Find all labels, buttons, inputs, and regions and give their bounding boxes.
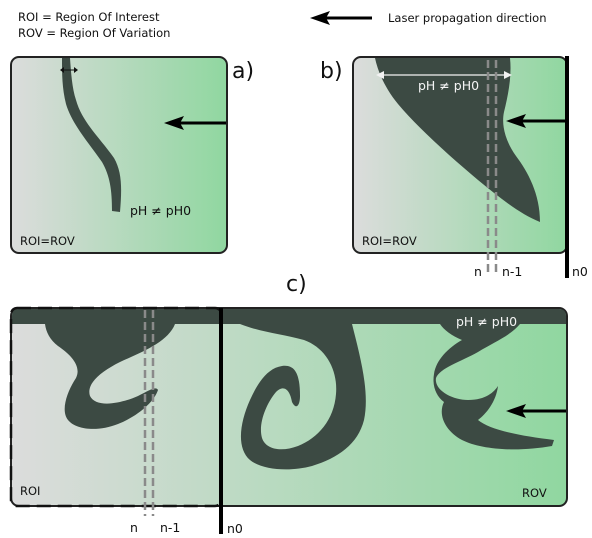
roi-definition: ROI = Region Of Interest	[18, 10, 160, 24]
panel-a-laser-arrow-icon	[164, 116, 226, 130]
panel-c-rov-label: ROV	[522, 486, 547, 500]
panel-c-roi-label: ROI	[20, 484, 40, 498]
panel-b-n-minus-label: n-1	[502, 264, 522, 279]
panel-b-n0-label: n0	[572, 264, 588, 279]
panel-c-n0-label: n0	[227, 521, 243, 536]
panel-a-tag: a)	[232, 59, 254, 84]
laser-direction-arrow-icon	[310, 11, 372, 25]
panel-a-marker-icon	[60, 67, 78, 73]
panel-b-ph-label: pH ≠ pH0	[418, 78, 479, 93]
panel-b-width-arrow-icon	[376, 71, 512, 79]
panel-c-tag: c)	[286, 272, 307, 297]
panel-c-ph-label: pH ≠ pH0	[456, 314, 517, 329]
panel-c-top-band	[12, 309, 566, 324]
panel-a-plume	[62, 58, 122, 212]
panel-a-region-label: ROI=ROV	[20, 234, 75, 248]
laser-direction-label: Laser propagation direction	[388, 11, 547, 25]
panel-a: pH ≠ pH0 ROI=ROV a)	[10, 56, 254, 254]
panel-c-right-plume	[433, 324, 554, 450]
panel-c: pH ≠ pH0 ROI ROV n n-1 n0	[9, 306, 568, 536]
panel-b-n-label: n	[474, 264, 482, 279]
panel-c-roi-plume	[45, 324, 175, 429]
panel-c-laser-arrow-icon	[506, 404, 566, 418]
rov-definition: ROV = Region Of Variation	[18, 26, 170, 40]
panel-a-frame	[10, 56, 228, 254]
panel-b-laser-arrow-icon	[506, 114, 566, 128]
panel-c-n-minus-label: n-1	[160, 520, 180, 535]
panel-b-tag: b)	[320, 59, 343, 84]
panel-b: pH ≠ pH0 ROI=ROV n n-1 n0 b)	[320, 56, 588, 279]
panel-b-plume	[375, 58, 540, 222]
panel-c-middle-plume	[240, 324, 366, 470]
panel-b-region-label: ROI=ROV	[362, 234, 417, 248]
panel-a-ph-label: pH ≠ pH0	[130, 203, 191, 218]
panel-c-n-label: n	[130, 520, 138, 535]
